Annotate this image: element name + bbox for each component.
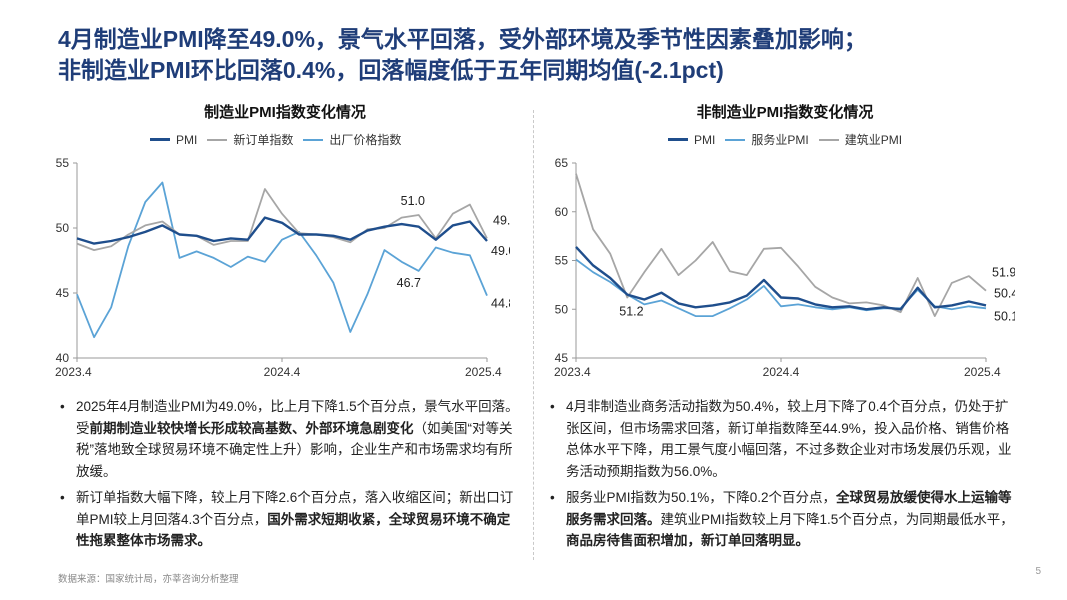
y-tick-label: 45 [56,286,70,300]
legend-item: 新订单指数 [207,131,293,148]
panel-divider [533,110,534,560]
page-number: 5 [1035,566,1041,577]
manufacturing-pmi-chart: 40 45 50 55 2023.4 2024.4 2025.4 51.0 49.2 49.0 46… [55,156,510,379]
data-label: 46.7 [397,276,421,290]
data-label: 44.8 [491,297,510,311]
line-series-0 [76,216,488,245]
x-tick-label: 2025.4 [964,365,1001,379]
bullet-item: 新订单指数大幅下降，较上月下降2.6个百分点，落入收缩区间；新出口订单PMI较上… [58,487,520,552]
bullet-text: 建筑业PMI指数较上月下降1.5个百分点，为同期最低水平， [660,511,1014,527]
bullet-emphasis: 前期制造业较快增长形成较高基数、外部环境急剧变化 [89,420,414,436]
left-chart-legend: PMI 新订单指数 出厂价格指数 [150,131,401,148]
x-tick-label: 2024.4 [763,365,800,379]
legend-label: 出厂价格指数 [329,133,402,147]
bullet-text: 新订单指数大幅下降，较上月下降2.6个百分点，落入收缩区间；新出口订单PMI较上… [76,490,514,527]
x-tick-label: 2025.4 [465,365,502,379]
legend-swatch [150,138,170,141]
line-series-1 [76,188,488,251]
y-tick-label: 45 [555,351,569,365]
legend-label: 建筑业PMI [844,133,903,147]
right-commentary: 4月非制造业商务活动指数为50.4%，较上月下降了0.4个百分点，仍处于扩张区间… [548,396,1018,557]
line-series-0 [575,246,987,311]
bullet-emphasis: 国外需求短期收紧，全球贸易环境不确定性拖累整体市场需求。 [76,511,511,549]
bullet-item: 4月非制造业商务活动指数为50.4%，较上月下降了0.4个百分点，仍处于扩张区间… [548,396,1018,482]
bullet-item: 服务业PMI指数为50.1%，下降0.2个百分点，全球贸易放缓使得水上运输等服务… [548,487,1018,552]
data-source: 数据来源：国家统计局，亦莘咨询分析整理 [58,574,239,585]
x-tick-label: 2024.4 [264,365,301,379]
y-tick-label: 50 [555,302,569,316]
y-tick-label: 55 [56,156,70,170]
data-label: 49.2 [493,213,510,227]
title-line-2: 非制造业PMI环比回落0.4%，回落幅度低于五年同期均值(-2.1pct) [58,57,724,83]
y-tick-label: 50 [56,221,70,235]
y-tick-label: 60 [555,205,569,219]
data-label: 51.0 [401,194,425,208]
legend-swatch [818,138,839,141]
data-label: 51.9 [992,266,1015,280]
legend-item: 服务业PMI [725,131,809,148]
legend-swatch [207,138,228,141]
bullet-text: 2025年4月制造业PMI为49.0%，比上月下降1.5个百分点，景气水平回落。… [76,399,519,436]
y-tick-label: 55 [555,254,569,268]
legend-item: PMI [668,133,715,147]
legend-item: PMI [150,133,197,147]
data-label: 51.2 [619,305,643,319]
data-label: 49.0 [491,244,510,258]
legend-swatch [668,138,688,141]
right-chart-title: 非制造业PMI指数变化情况 [696,104,874,121]
bullet-text: 4月非制造业商务活动指数为50.4%，较上月下降了0.4个百分点，仍处于扩张区间… [566,399,1012,479]
line-series-2 [575,173,987,318]
y-tick-label: 65 [555,156,569,170]
legend-label: 新订单指数 [233,133,294,147]
bullet-emphasis: 商品房待售面积增加，新订单回落明显。 [566,533,809,548]
line-series-2 [76,181,488,339]
bullet-text: （如美国“对等关税”落地致全球贸易环境不确定性上升）影响，企业生产和市场需求均有… [76,420,513,479]
x-tick-label: 2023.4 [55,365,92,379]
legend-label: PMI [176,132,198,147]
bullet-emphasis: 全球贸易放缓使得水上运输等服务需求回落。 [566,490,1012,527]
left-chart-title: 制造业PMI指数变化情况 [204,104,366,121]
legend-swatch [725,138,746,141]
data-label: 50.4 [994,286,1015,300]
line-series-1 [575,258,987,318]
y-tick-label: 40 [56,351,70,365]
title-line-1: 4月制造业PMI降至49.0%，景气水平回落，受外部环境及季节性因素叠加影响； [58,26,867,52]
page-title: 4月制造业PMI降至49.0%，景气水平回落，受外部环境及季节性因素叠加影响； … [58,24,1048,86]
x-tick-label: 2023.4 [554,365,591,379]
non-manufacturing-pmi-chart: 45 50 55 60 65 2023.4 2024.4 2025.4 51.2 51.9 50.4… [554,156,1015,379]
legend-item: 出厂价格指数 [303,131,401,148]
bullet-text: 服务业PMI指数为50.1%，下降0.2个百分点， [566,490,837,505]
left-commentary: 2025年4月制造业PMI为49.0%，比上月下降1.5个百分点，景气水平回落。… [58,396,520,557]
legend-swatch [303,138,324,141]
legend-label: PMI [694,132,716,147]
legend-label: 服务业PMI [751,133,809,147]
data-label: 50.1 [994,309,1015,323]
legend-item: 建筑业PMI [818,131,903,148]
right-chart-legend: PMI 服务业PMI 建筑业PMI [668,131,902,148]
bullet-item: 2025年4月制造业PMI为49.0%，比上月下降1.5个百分点，景气水平回落。… [58,396,520,482]
